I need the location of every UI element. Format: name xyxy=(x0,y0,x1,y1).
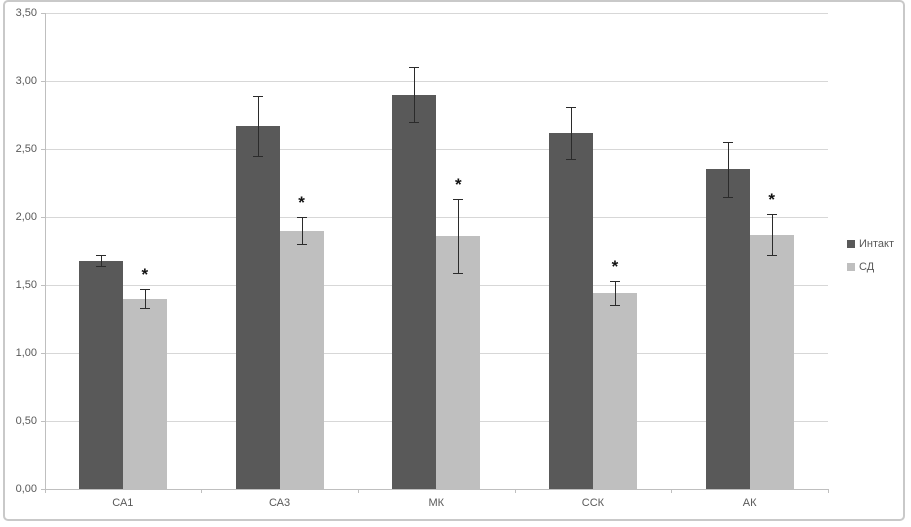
y-axis-tick xyxy=(40,489,45,490)
legend-label: СД xyxy=(859,261,875,273)
legend-item: Интакт xyxy=(847,238,894,250)
error-bar-stem xyxy=(414,67,416,122)
bar-СД-СА1 xyxy=(122,298,167,489)
bar-Интакт-СА1 xyxy=(78,260,123,489)
error-bar-cap-top xyxy=(296,217,307,218)
error-bar-cap-bottom xyxy=(139,308,150,310)
error-bar-cap-top xyxy=(95,255,106,257)
error-bar-cap-top xyxy=(565,106,576,108)
bar-Интакт-МК xyxy=(392,94,437,489)
error-bar-cap-bottom xyxy=(453,272,464,274)
error-bar-stem xyxy=(144,289,146,309)
bar-Интакт-СА3 xyxy=(235,125,280,489)
legend: Интакт СД xyxy=(847,238,894,273)
error-bar-cap-bottom xyxy=(766,255,777,257)
x-axis-tick xyxy=(201,489,203,493)
y-axis-tick xyxy=(40,421,45,422)
bar-Интакт-ССК xyxy=(548,132,593,489)
significance-asterisk: * xyxy=(454,175,462,195)
error-bar-stem xyxy=(570,106,572,159)
bar-СД-СА3 xyxy=(279,230,324,489)
legend-label: Интакт xyxy=(859,238,894,250)
bar-СД-АК xyxy=(749,234,794,489)
error-bar-cap-bottom xyxy=(409,121,420,123)
y-axis-label: 2,50 xyxy=(15,143,37,155)
error-bar-stem xyxy=(257,95,259,156)
x-axis-tick xyxy=(514,489,516,493)
y-axis-tick xyxy=(40,149,45,150)
gridline xyxy=(44,149,828,150)
y-axis-label: 3,00 xyxy=(15,75,37,87)
error-bar-cap-top xyxy=(252,95,263,97)
y-axis-label: 1,50 xyxy=(15,279,37,291)
significance-asterisk: * xyxy=(611,256,619,276)
error-bar-cap-bottom xyxy=(609,305,620,307)
y-axis-label: 0,00 xyxy=(15,483,37,495)
significance-asterisk: * xyxy=(768,190,775,210)
error-bar-cap-top xyxy=(766,214,777,216)
x-axis-label: АК xyxy=(742,497,757,509)
error-bar-stem xyxy=(727,142,729,197)
x-axis-label: СА3 xyxy=(268,497,291,509)
y-axis-tick xyxy=(40,81,45,82)
error-bar-stem xyxy=(100,255,102,266)
error-bar-stem xyxy=(301,217,303,245)
error-bar-cap-top xyxy=(139,289,150,291)
y-axis-tick xyxy=(40,217,45,218)
y-axis xyxy=(44,13,46,493)
y-axis-tick xyxy=(40,13,45,14)
error-bar-cap-top xyxy=(609,280,620,282)
y-axis-label: 0,50 xyxy=(15,415,37,427)
gridline xyxy=(44,217,828,218)
bar-СД-МК xyxy=(436,236,481,489)
legend-swatch-icon xyxy=(847,263,855,271)
y-axis-label: 3,50 xyxy=(15,7,37,19)
error-bar-stem xyxy=(771,214,773,256)
error-bar-cap-bottom xyxy=(296,244,307,246)
error-bar-cap-bottom xyxy=(565,158,576,160)
x-axis-tick xyxy=(357,489,359,493)
x-axis-tick xyxy=(44,489,46,493)
x-axis-tick xyxy=(671,489,673,493)
error-bar-cap-top xyxy=(453,199,464,201)
gridline xyxy=(44,81,828,82)
legend-item: СД xyxy=(847,261,894,273)
error-bar-stem xyxy=(614,280,616,306)
bar-СД-ССК xyxy=(592,293,637,489)
bar-Интакт-АК xyxy=(705,169,750,489)
x-axis-label: МК xyxy=(428,497,445,509)
error-bar-cap-bottom xyxy=(95,265,106,267)
x-axis-label: ССК xyxy=(581,497,605,509)
error-bar-cap-bottom xyxy=(722,196,733,198)
y-axis-tick xyxy=(40,353,45,354)
error-bar-cap-top xyxy=(409,67,420,69)
significance-asterisk: * xyxy=(141,265,149,285)
y-axis-label: 1,00 xyxy=(15,347,37,359)
legend-swatch-icon xyxy=(847,240,855,248)
gridline xyxy=(44,13,828,14)
y-axis-tick xyxy=(40,285,45,286)
error-bar-stem xyxy=(458,199,460,273)
significance-asterisk: * xyxy=(298,193,305,212)
error-bar-cap-top xyxy=(722,142,733,144)
y-axis-label: 2,00 xyxy=(15,211,37,223)
x-axis-tick xyxy=(828,489,829,493)
error-bar-cap-bottom xyxy=(252,155,263,157)
x-axis-label: СА1 xyxy=(112,497,134,509)
x-axis xyxy=(44,489,829,490)
